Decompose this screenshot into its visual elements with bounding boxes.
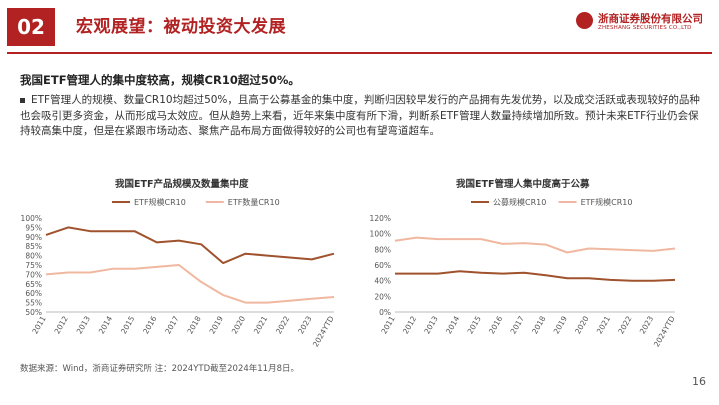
series-line-dark [395, 270, 676, 282]
x-tick-label: 2015 [119, 314, 136, 335]
legend-label: 公募规模CR10 [493, 197, 546, 207]
company-name-en: ZHESHANG SECURITIES CO.,LTD [598, 25, 692, 31]
y-tick-label: 0% [379, 308, 391, 317]
legend-label: ETF数量CR10 [228, 197, 280, 207]
x-tick-label: 2012 [53, 314, 70, 335]
y-tick-label: 55% [25, 299, 42, 308]
x-tick-label: 2019 [552, 314, 569, 335]
x-tick-label: 2022 [274, 314, 291, 335]
x-tick-label: 2021 [595, 314, 612, 335]
chart-left: ETF规模CR10 ETF数量CR10 50%55%60%65%70%75%80%8… [21, 197, 336, 348]
page-title: 宏观展望：被动投资大发展 [76, 17, 286, 37]
x-tick-label: 2014 [444, 314, 461, 335]
x-tick-label: 2017 [509, 314, 526, 335]
x-tick-label: 2011 [379, 314, 396, 335]
y-tick-label: 65% [25, 280, 42, 289]
x-tick-label: 2016 [141, 314, 158, 335]
chart-right: 公募规模CR10 ETF规模CR10 0% 20% 40% 60% 80% 100% 120% 2… [370, 197, 677, 348]
x-tick-label: 2020 [230, 314, 247, 335]
x-tick-label: 2019 [208, 314, 225, 335]
x-tick-label: 2023 [638, 314, 655, 335]
y-tick-label: 100% [21, 214, 42, 223]
y-tick-label: 80% [374, 245, 391, 254]
x-tick-label: 2015 [466, 314, 483, 335]
x-tick-label: 2018 [185, 314, 202, 335]
chart-title-right: 我国ETF管理人集中度高于公募 [456, 179, 590, 190]
x-tick-label: 2018 [530, 314, 547, 335]
y-tick-label: 75% [25, 261, 42, 270]
x-tick-label: 2017 [163, 314, 180, 335]
header-divider [7, 52, 712, 54]
company-logo-icon [576, 12, 593, 29]
y-tick-label: 50% [25, 308, 42, 317]
x-tick-label: 2014 [97, 314, 114, 335]
legend-label: ETF规模CR10 [581, 197, 633, 207]
y-tick-label: 70% [25, 270, 42, 279]
y-tick-label: 40% [374, 277, 391, 286]
section-badge: 02 [7, 8, 55, 46]
x-tick-label: 2021 [252, 314, 269, 335]
x-tick-label: 2012 [401, 314, 418, 335]
x-tick-label: 2013 [422, 314, 439, 335]
x-tick-label: 2016 [487, 314, 504, 335]
x-tick-label: 2013 [75, 314, 92, 335]
y-tick-label: 20% [374, 292, 391, 301]
x-tick-label: 2024YTD [311, 314, 336, 348]
y-tick-label: 60% [374, 261, 391, 270]
body-paragraph: ETF管理人的规模、数量CR10均超过50%，且高于公募基金的集中度，判断归因较… [20, 93, 700, 140]
series-line-light [45, 264, 335, 304]
x-tick-label: 2024YTD [652, 314, 677, 348]
y-tick-label: 85% [25, 242, 42, 251]
series-line-light [394, 236, 676, 254]
x-tick-label: 2023 [296, 314, 313, 335]
chart-title-left: 我国ETF产品规模及数量集中度 [115, 179, 249, 190]
company-name-cn: 浙商证券股份有限公司 [598, 13, 703, 25]
y-tick-label: 90% [25, 233, 42, 242]
legend-label: ETF规模CR10 [134, 197, 186, 207]
x-tick-label: 2020 [573, 314, 590, 335]
paragraph-text: ETF管理人的规模、数量CR10均超过50%，且高于公募基金的集中度，判断归因较… [20, 94, 700, 137]
y-tick-label: 100% [370, 230, 391, 239]
x-tick-label: 2011 [30, 314, 47, 335]
headline: 我国ETF管理人的集中度较高，规模CR10超过50%。 [20, 73, 300, 87]
y-tick-label: 60% [25, 289, 42, 298]
y-tick-label: 95% [25, 223, 42, 232]
footer-source: 数据来源：Wind，浙商证券研究所 注：2024YTD截至2024年11月8日。 [20, 364, 299, 374]
bullet-icon [20, 97, 25, 103]
page-number: 16 [692, 375, 706, 388]
y-tick-label: 80% [25, 252, 42, 261]
x-tick-label: 2022 [616, 314, 633, 335]
y-tick-label: 120% [370, 214, 391, 223]
series-line-dark [45, 226, 335, 265]
